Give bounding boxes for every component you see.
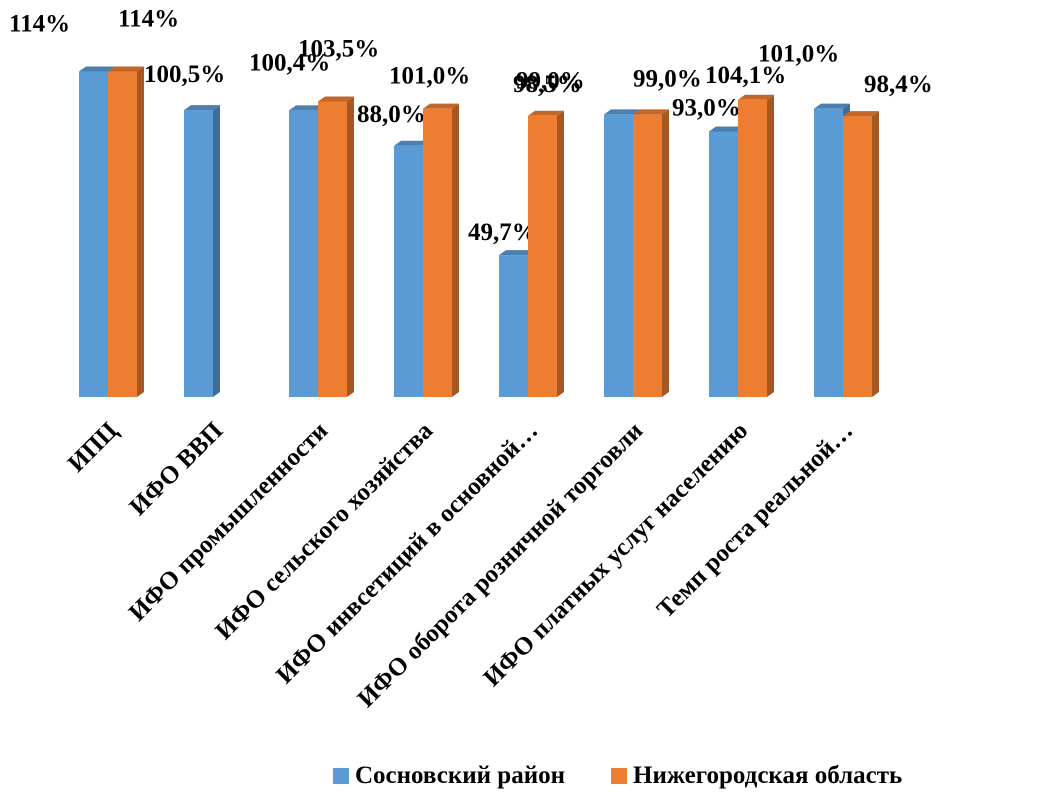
bar-2-5 — [528, 110, 564, 397]
bar-top-face — [318, 96, 354, 102]
data-label-1-5: 49,7% — [468, 219, 537, 246]
data-label-1-1: 114% — [9, 11, 70, 38]
bar-front-face — [499, 255, 528, 397]
bar-side-face — [767, 94, 774, 398]
category-label-1: ИПЦ — [63, 417, 124, 478]
legend-label-series-2: Нижегородская область — [633, 762, 903, 789]
bar-top-face — [738, 94, 774, 100]
bar-top-face — [499, 250, 535, 256]
bar-top-face — [814, 103, 850, 109]
bar-2-8 — [843, 111, 879, 398]
bar-front-face — [318, 101, 347, 397]
bar-2-3 — [318, 96, 354, 397]
bar-2-1 — [108, 66, 144, 397]
data-label-1-3: 100,4% — [249, 49, 330, 76]
chart-legend: Сосновский район Нижегородская область — [333, 762, 948, 790]
bar-front-face — [633, 114, 662, 397]
bar-side-face — [347, 96, 354, 397]
bar-2-7 — [738, 94, 774, 398]
bar-side-face — [452, 103, 459, 398]
data-label-2-8: 98,4% — [864, 71, 933, 98]
data-label-2-1: 114% — [118, 6, 179, 33]
bar-front-face — [289, 110, 318, 397]
legend-item-series-2: Нижегородская область — [611, 762, 902, 790]
data-label-2-7: 104,1% — [705, 62, 786, 89]
data-label-1-7: 93,0% — [672, 94, 741, 121]
bar-side-face — [213, 105, 220, 397]
legend-item-series-1: Сосновский район — [333, 762, 565, 790]
category-label-2: ИФО ВВП — [124, 417, 228, 521]
bar-front-face — [814, 108, 843, 398]
bar-top-face — [528, 110, 564, 116]
bar-front-face — [604, 114, 633, 397]
data-label-2-5: 98,5% — [513, 71, 582, 98]
bar-top-face — [108, 66, 144, 72]
bar-top-face — [289, 105, 325, 111]
bar-1-2 — [184, 105, 220, 397]
bar-side-face — [872, 111, 879, 398]
data-label-1-6: 99,0% — [516, 67, 585, 94]
category-label-3: ИФО промышленности — [124, 417, 333, 626]
bar-2-4 — [423, 103, 459, 398]
bar-front-face — [79, 71, 108, 397]
bar-front-face — [738, 99, 767, 398]
bar-front-face — [108, 71, 137, 397]
bar-top-face — [843, 111, 879, 117]
data-label-2-6: 99,0% — [633, 65, 702, 92]
bar-top-face — [184, 105, 220, 111]
bar-side-face — [557, 110, 564, 397]
bar-top-face — [423, 103, 459, 109]
bar-front-face — [709, 131, 738, 398]
bar-top-face — [79, 66, 115, 72]
category-label-8: Темп роста реальной… — [652, 417, 858, 623]
data-label-2-3: 103,5% — [298, 36, 379, 63]
category-label-4: ИФО сельского хозяйства — [210, 417, 438, 645]
bar-side-face — [137, 66, 144, 397]
bar-front-face — [528, 115, 557, 397]
bar-top-face — [394, 140, 430, 146]
bar-top-face — [604, 109, 640, 115]
bar-side-face — [662, 109, 669, 397]
bar-front-face — [843, 116, 872, 398]
data-label-1-2: 100,5% — [144, 61, 225, 88]
data-label-2-4: 101,0% — [389, 63, 470, 90]
data-label-1-8: 101,0% — [758, 41, 839, 68]
data-label-1-4: 88,0% — [357, 101, 426, 128]
bar-front-face — [423, 108, 452, 398]
legend-label-series-1: Сосновский район — [355, 762, 566, 789]
bar-top-face — [633, 109, 669, 115]
bar-2-6 — [633, 109, 669, 397]
bar-front-face — [394, 145, 423, 397]
bar-front-face — [184, 110, 213, 397]
legend-swatch-series-1 — [333, 768, 349, 784]
bar-top-face — [709, 126, 745, 132]
legend-swatch-series-2 — [611, 768, 628, 784]
